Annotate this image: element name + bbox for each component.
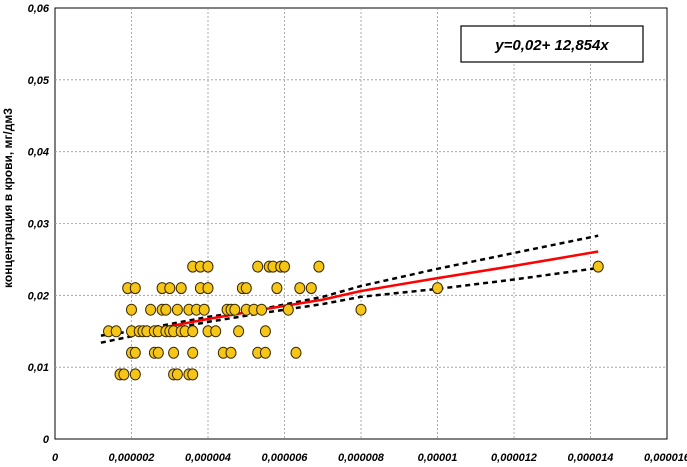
data-point (129, 282, 141, 295)
data-point (110, 325, 122, 338)
x-tick-label: 0,000006 (262, 452, 309, 464)
data-point (175, 282, 187, 295)
equation-box (460, 25, 644, 63)
data-point (202, 260, 214, 273)
data-point (160, 303, 172, 316)
ci-upper-line (100, 234, 599, 337)
data-point (240, 282, 252, 295)
y-tick-label: 0,03 (28, 219, 49, 231)
equation-label: y=0,02+ 12,854x (494, 37, 609, 54)
y-tick-label: 0,01 (28, 362, 49, 374)
y-tick-label: 0 (43, 434, 50, 446)
data-point (259, 325, 271, 338)
x-tick-label: 0 (52, 452, 59, 464)
data-point (202, 282, 214, 295)
y-tick-label: 0,02 (28, 290, 49, 302)
data-point (129, 346, 141, 359)
data-point (168, 346, 180, 359)
data-point (259, 346, 271, 359)
data-point (252, 260, 264, 273)
data-point (294, 282, 306, 295)
data-point (210, 325, 222, 338)
data-point (145, 303, 157, 316)
data-point (225, 346, 237, 359)
data-point (171, 368, 183, 381)
x-tick-label: 0,000008 (338, 452, 385, 464)
x-tick-label: 0,000016 (644, 452, 687, 464)
data-point (282, 303, 294, 316)
data-point (129, 368, 141, 381)
data-point (271, 282, 283, 295)
data-point (187, 346, 199, 359)
data-point (279, 260, 290, 273)
data-point (592, 260, 604, 273)
x-tick-label: 0,000002 (109, 452, 155, 464)
data-point (187, 368, 199, 381)
confidence-band (100, 234, 599, 344)
data-point (229, 303, 241, 316)
y-axis-label: концентрация в крови, мг/дм3 (1, 108, 15, 288)
data-point (171, 303, 183, 316)
data-point (164, 282, 176, 295)
data-point (432, 282, 443, 295)
data-points (103, 260, 604, 381)
grid-lines (55, 8, 667, 439)
data-point (355, 303, 367, 316)
y-tick-label: 0,04 (28, 147, 49, 159)
data-point (118, 368, 130, 381)
y-tick-label: 0,06 (28, 3, 50, 15)
data-point (290, 346, 302, 359)
data-point (313, 260, 325, 273)
data-point (233, 325, 245, 338)
data-point (305, 282, 317, 295)
x-tick-label: 0,000004 (185, 452, 231, 464)
data-point (126, 303, 137, 316)
x-tick-label: 0,000012 (491, 452, 537, 464)
data-point (198, 303, 210, 316)
x-tick-label: 0,00001 (418, 452, 458, 464)
data-point (256, 303, 268, 316)
y-tick-label: 0,05 (28, 75, 50, 87)
x-tick-label: 0,000014 (568, 452, 614, 464)
data-point (187, 325, 199, 338)
x-axis-ticks: 0 0,000002 0,000004 0,000006 0,000008 0,00001… (52, 452, 687, 464)
data-point (152, 346, 164, 359)
ci-lower-line (100, 266, 599, 344)
y-axis-ticks: 0 0,01 0,02 0,03 0,04 0,05 0,06 (28, 3, 50, 446)
